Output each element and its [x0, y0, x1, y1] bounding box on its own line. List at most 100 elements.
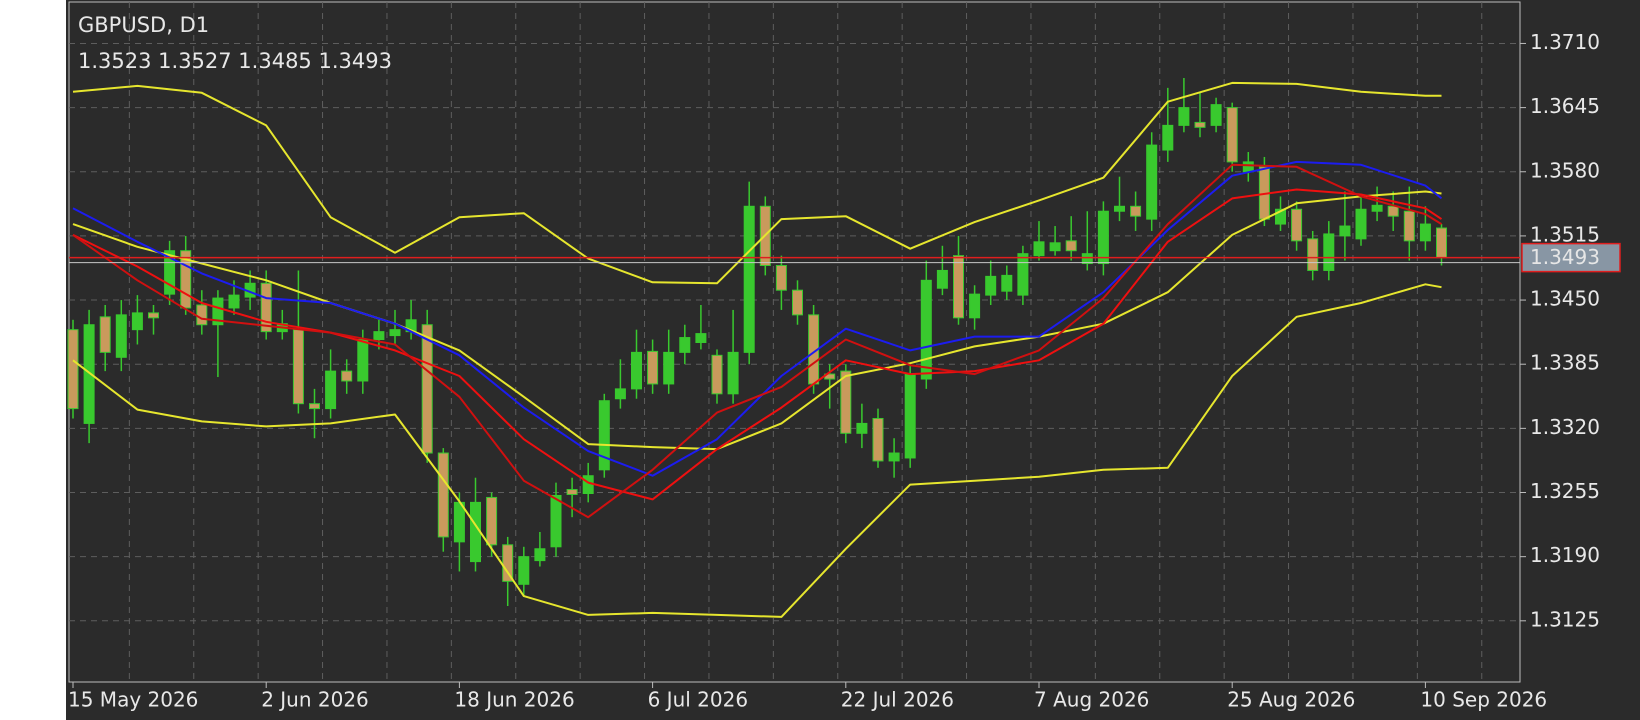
candle-body: [1371, 204, 1383, 212]
candle-body: [872, 417, 884, 462]
y-tick-label: 1.3645: [1530, 94, 1600, 118]
candle-body: [727, 351, 739, 395]
candle-body: [792, 289, 803, 316]
candle-body: [1194, 121, 1206, 128]
labels: 1.3125 1.3190 1.3255 1.3320 1.3385 1.3450 1.35…: [68, 30, 1621, 712]
chart-title: GBPUSD, D1: [78, 13, 209, 37]
x-tick-label: 2 Jun 2026: [261, 688, 369, 712]
y-tick-label: 1.3580: [1530, 158, 1600, 182]
x-tick-label: 6 Jul 2026: [648, 688, 748, 712]
candle-body: [985, 275, 997, 296]
x-tick-label: 15 May 2026: [68, 688, 198, 712]
candle-body: [486, 496, 498, 546]
candle-body: [1017, 253, 1029, 296]
candle-body: [357, 339, 369, 382]
candle-body: [309, 403, 320, 410]
x-tick-label: 7 Aug 2026: [1034, 688, 1149, 712]
candle-body: [888, 452, 900, 462]
candle-body: [1291, 208, 1303, 242]
y-tick-label: 1.3515: [1530, 222, 1600, 246]
candle-body: [582, 475, 594, 494]
y-tick-label: 1.3255: [1530, 479, 1600, 503]
candle-body: [1419, 223, 1431, 242]
x-tick-label: 18 Jun 2026: [454, 688, 574, 712]
candle-body: [325, 370, 337, 410]
candle-body: [1049, 242, 1061, 252]
candle-body: [550, 494, 562, 548]
candle-body: [969, 293, 981, 319]
candle-body: [1307, 238, 1319, 271]
candle-body: [164, 250, 176, 295]
candle-body: [936, 269, 948, 289]
indicator-line: [72, 188, 1443, 501]
candle-body: [373, 331, 385, 341]
grid: [69, 2, 1526, 688]
background: [66, 0, 1640, 720]
candle-body: [1275, 208, 1286, 225]
candle-body: [598, 400, 610, 471]
candle-body: [148, 312, 159, 319]
last-price-label: 1.3493: [1530, 245, 1600, 269]
candle-body: [341, 370, 353, 382]
indicator-line: [72, 81, 1442, 285]
candle-body: [196, 304, 208, 326]
candle-body: [695, 333, 707, 343]
candle-body: [421, 324, 433, 454]
candle-body: [743, 205, 755, 353]
candle-body: [920, 279, 932, 380]
y-tick-label: 1.3450: [1530, 287, 1600, 311]
candle-body: [679, 337, 691, 353]
marks: [67, 77, 1520, 618]
y-tick-label: 1.3385: [1530, 351, 1600, 375]
candle-body: [1065, 240, 1077, 252]
candle-body: [775, 265, 787, 291]
indicator-line: [72, 283, 1442, 618]
candle-body: [1081, 253, 1093, 265]
last-price-box: [1521, 242, 1621, 273]
candle-body: [1097, 210, 1109, 265]
candle-body: [212, 297, 224, 326]
candle-body: [1146, 144, 1158, 220]
x-tick-label: 22 Jul 2026: [841, 688, 954, 712]
y-tick-label: 1.3320: [1530, 415, 1600, 439]
candle-body: [631, 351, 642, 390]
y-tick-label: 1.3125: [1530, 607, 1600, 631]
candle-body: [566, 489, 578, 495]
candle-body: [228, 294, 240, 309]
candle-body: [1339, 225, 1351, 237]
candle-body: [1436, 227, 1447, 259]
candle-body: [437, 452, 449, 538]
indicator-line: [72, 160, 1443, 477]
candle-body: [534, 548, 546, 562]
candle-body: [1210, 104, 1222, 126]
candle-body: [1001, 274, 1013, 292]
x-tick-label: 10 Sep 2026: [1420, 688, 1547, 712]
indicator-line: [72, 163, 1443, 519]
candle-body: [647, 350, 659, 385]
candle-body: [1226, 107, 1238, 163]
candle-body: [292, 329, 304, 405]
candle-body: [502, 544, 514, 582]
candle-body: [115, 314, 127, 358]
candle-body: [614, 388, 626, 400]
candle-body: [1355, 208, 1367, 240]
x-tick-label: 25 Aug 2026: [1227, 688, 1355, 712]
candle-body: [389, 329, 401, 337]
candle-body: [904, 373, 916, 459]
candle-body: [99, 316, 111, 353]
candle-body: [260, 282, 272, 333]
candle-body: [663, 351, 675, 385]
candle-body: [180, 250, 192, 309]
candle-body: [67, 329, 79, 410]
candle-body: [953, 255, 964, 319]
candle-body: [1178, 107, 1190, 126]
y-tick-label: 1.3710: [1530, 30, 1600, 54]
candle-body: [1323, 233, 1335, 271]
indicator-line: [72, 190, 1442, 451]
candle-body: [856, 422, 868, 434]
y-tick-label: 1.3190: [1530, 543, 1600, 567]
ohlc-readout: 1.3523 1.3527 1.3485 1.3493: [78, 49, 392, 73]
candle-body: [711, 354, 723, 395]
